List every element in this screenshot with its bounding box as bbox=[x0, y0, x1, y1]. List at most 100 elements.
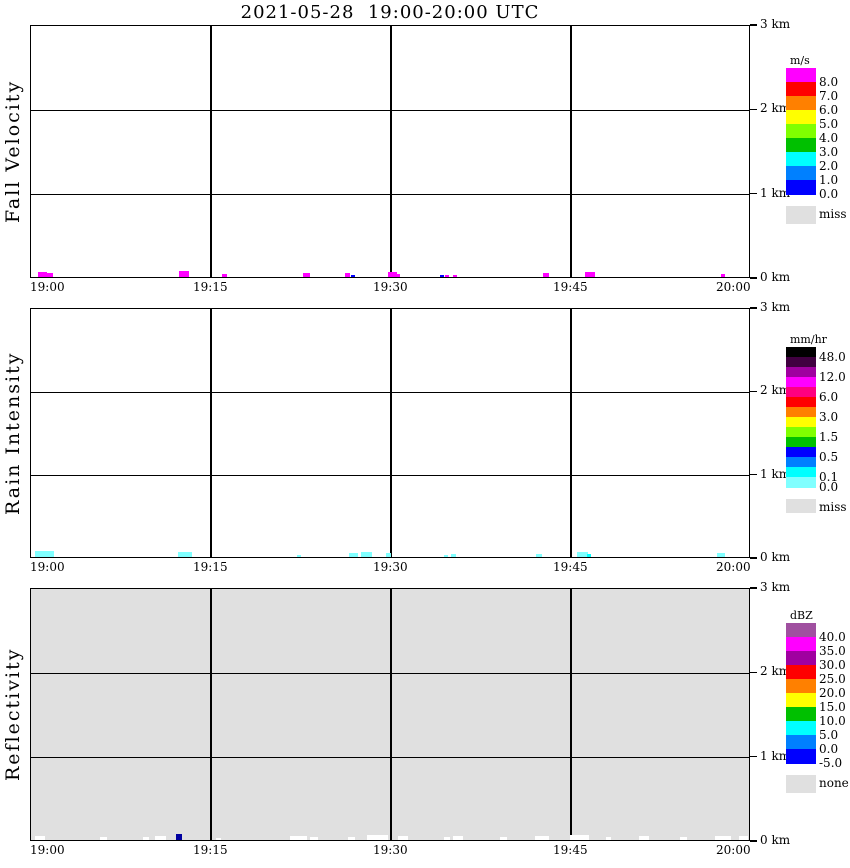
y-tick-label: 0 km bbox=[760, 833, 791, 847]
gridline-vertical bbox=[570, 589, 572, 840]
data-mark bbox=[351, 274, 355, 277]
y-tick-mark bbox=[750, 277, 757, 279]
colorbar-tick-label: 0.0 bbox=[819, 480, 839, 494]
y-tick-label: 3 km bbox=[760, 17, 791, 31]
colorbar-unit-label: mm/hr bbox=[790, 333, 827, 346]
data-mark bbox=[35, 550, 55, 557]
data-mark bbox=[347, 836, 355, 840]
y-tick-label: 0 km bbox=[760, 270, 791, 284]
data-mark bbox=[535, 835, 550, 840]
y-tick-label: 0 km bbox=[760, 550, 791, 564]
colorbar-band bbox=[786, 447, 816, 458]
colorbar-band bbox=[786, 417, 816, 428]
panel-reflectivity bbox=[30, 588, 750, 841]
colorbar-band bbox=[786, 138, 816, 153]
gridline-vertical bbox=[390, 589, 392, 840]
data-mark bbox=[576, 552, 589, 557]
data-mark bbox=[216, 837, 222, 840]
plot-area-rain-intensity[interactable] bbox=[30, 308, 750, 558]
colorbar-tick-label: 0.1 bbox=[819, 470, 839, 484]
data-mark bbox=[679, 836, 687, 840]
colorbar-band bbox=[786, 693, 816, 708]
colorbar-band bbox=[786, 437, 816, 448]
data-mark bbox=[221, 273, 227, 277]
colorbar-tick-label: -5.0 bbox=[819, 756, 843, 770]
colorbar-band bbox=[786, 397, 816, 408]
colorbar-reflectivity: dBZ 40.0 35.0 30.0 25.0 20.0 15.0 10.0 5.0 0.0 -5.… bbox=[786, 609, 849, 805]
panel-fall-velocity bbox=[30, 25, 750, 278]
colorbar-band bbox=[786, 467, 816, 478]
colorbar-tick-label: 20.0 bbox=[819, 686, 846, 700]
data-mark bbox=[717, 553, 726, 557]
colorbar-tick-label: 1.0 bbox=[819, 173, 839, 187]
data-mark bbox=[349, 552, 358, 557]
x-tick-label: 20:00 bbox=[716, 560, 751, 574]
data-mark bbox=[444, 837, 451, 840]
x-tick-label: 19:45 bbox=[553, 843, 588, 857]
y-tick-label: 2 km bbox=[760, 664, 791, 679]
gridline-horizontal bbox=[31, 391, 749, 394]
data-mark bbox=[303, 272, 310, 277]
colorbar-band bbox=[786, 623, 816, 638]
colorbar-tick-label: 10.0 bbox=[819, 714, 846, 728]
colorbar-band bbox=[786, 651, 816, 666]
x-tick-label: 19:00 bbox=[30, 843, 65, 857]
data-mark bbox=[35, 835, 46, 840]
y-tick-mark bbox=[750, 755, 757, 758]
data-mark bbox=[445, 274, 450, 277]
gridline-vertical bbox=[210, 589, 212, 840]
x-tick-label: 20:00 bbox=[716, 280, 751, 294]
gridline-horizontal bbox=[31, 193, 749, 196]
colorbar-band bbox=[786, 96, 816, 111]
y-tick-label: 3 km bbox=[760, 580, 791, 594]
y-tick-mark bbox=[750, 671, 757, 674]
y-tick-label: 1 km bbox=[760, 466, 791, 481]
data-mark bbox=[100, 836, 108, 840]
data-mark bbox=[398, 835, 408, 840]
gridline-vertical bbox=[390, 26, 392, 277]
gridline-horizontal bbox=[31, 756, 749, 759]
data-mark bbox=[605, 837, 612, 840]
colorbar-tick-label: 25.0 bbox=[819, 672, 846, 686]
data-mark bbox=[542, 273, 549, 277]
gridline-vertical bbox=[210, 26, 212, 277]
colorbar-band bbox=[786, 665, 816, 680]
colorbar-band bbox=[786, 367, 816, 378]
data-mark bbox=[45, 272, 53, 277]
colorbar-fall-velocity: m/s 8.0 7.0 6.0 5.0 4.0 3.0 2.0 1.0 0.0 miss bbox=[786, 54, 848, 236]
gridline-vertical bbox=[390, 309, 392, 557]
colorbar-missing-swatch bbox=[786, 775, 816, 793]
x-tick-label: 20:00 bbox=[716, 843, 751, 857]
data-mark bbox=[142, 836, 150, 840]
x-tick-label: 19:45 bbox=[553, 560, 588, 574]
data-mark bbox=[451, 554, 456, 557]
colorbar-tick-label: 30.0 bbox=[819, 658, 846, 672]
colorbar-band bbox=[786, 82, 816, 97]
x-tick-label: 19:30 bbox=[373, 280, 408, 294]
colorbar-band bbox=[786, 357, 816, 368]
data-mark bbox=[177, 551, 192, 557]
data-mark bbox=[444, 554, 448, 557]
colorbar-missing-label: miss bbox=[819, 207, 847, 221]
colorbar-band bbox=[786, 637, 816, 652]
colorbar-tick-label: 2.0 bbox=[819, 159, 839, 173]
data-mark bbox=[452, 274, 457, 277]
axis-label-fall-velocity: Fall Velocity bbox=[2, 79, 24, 224]
y-tick-label: 1 km bbox=[760, 185, 791, 200]
y-tick-label: 2 km bbox=[760, 101, 791, 116]
plot-area-fall-velocity[interactable] bbox=[30, 25, 750, 278]
colorbar-missing-label: miss bbox=[819, 500, 847, 514]
colorbar-band bbox=[786, 407, 816, 418]
data-mark bbox=[585, 271, 595, 277]
colorbar-tick-label: 0.0 bbox=[819, 187, 839, 201]
x-tick-label: 19:45 bbox=[553, 280, 588, 294]
colorbar-band bbox=[786, 457, 816, 468]
plot-area-reflectivity[interactable] bbox=[30, 588, 750, 841]
data-mark bbox=[396, 274, 400, 277]
colorbar-band bbox=[786, 110, 816, 125]
gridline-horizontal bbox=[31, 109, 749, 112]
x-tick-label: 19:00 bbox=[30, 280, 65, 294]
colorbar-tick-label: 40.0 bbox=[819, 630, 846, 644]
data-mark bbox=[720, 274, 726, 277]
colorbar-tick-label: 3.0 bbox=[819, 410, 839, 424]
